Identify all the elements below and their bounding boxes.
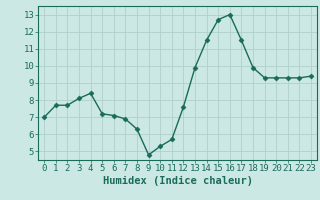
X-axis label: Humidex (Indice chaleur): Humidex (Indice chaleur) <box>103 176 252 186</box>
